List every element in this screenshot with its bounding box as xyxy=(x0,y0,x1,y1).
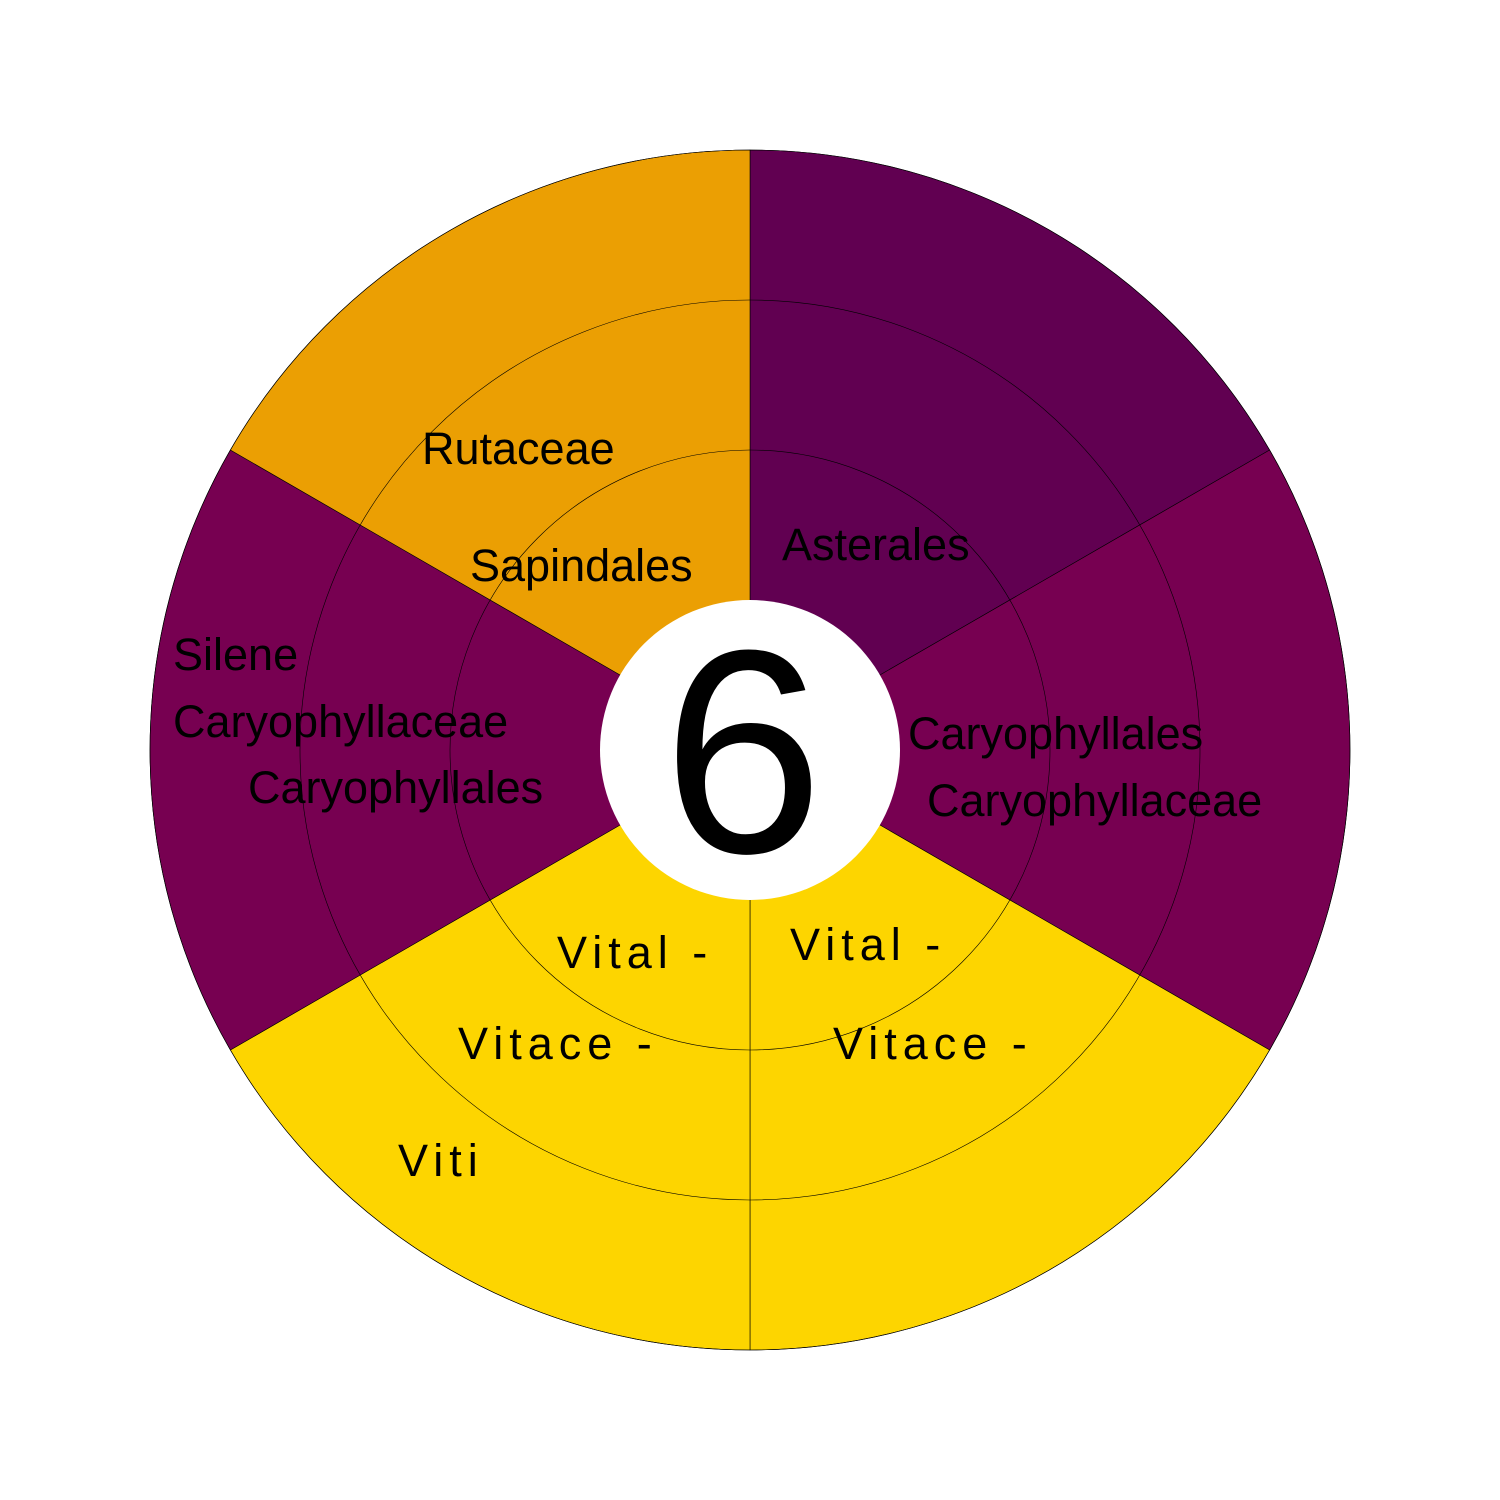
label-vital-right: Vital - xyxy=(790,919,946,970)
center-number: 6 xyxy=(662,590,823,914)
ring-genus xyxy=(149,149,1351,1351)
label-caryophyllales-right: Caryophyllales xyxy=(908,708,1203,759)
label-caryophyllaceae-right: Caryophyllaceae xyxy=(927,775,1262,826)
label-silene: Silene xyxy=(173,629,298,680)
label-vitace-left: Vitace - xyxy=(458,1018,658,1069)
center-disc xyxy=(600,600,900,900)
ring-family xyxy=(299,299,1201,1201)
ring-order xyxy=(449,449,1051,1051)
label-caryophyllaceae-left: Caryophyllaceae xyxy=(173,696,508,747)
label-vitace-right: Vitace - xyxy=(833,1018,1033,1069)
label-asterales: Asterales xyxy=(782,519,970,570)
label-viti: Viti xyxy=(398,1135,484,1186)
label-rutaceae: Rutaceae xyxy=(422,423,615,474)
label-caryophyllales-left: Caryophyllales xyxy=(248,762,543,813)
label-sapindales: Sapindales xyxy=(470,540,693,591)
label-vital-left: Vital - xyxy=(557,927,713,978)
